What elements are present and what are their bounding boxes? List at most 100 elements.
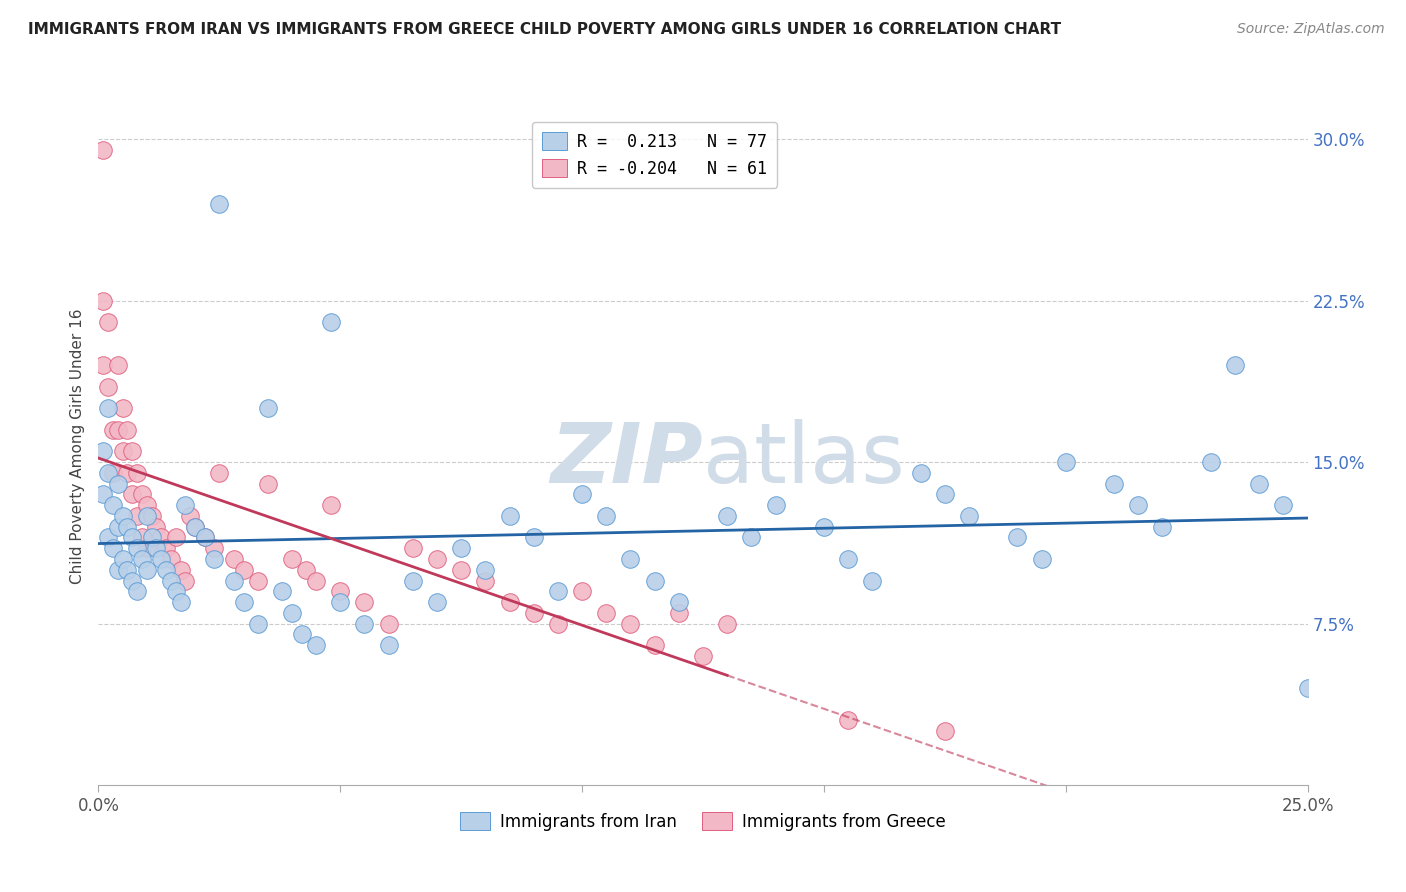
Point <box>97 531 120 545</box>
Point <box>97 466 120 480</box>
Point <box>474 563 496 577</box>
Point <box>1296 681 1319 695</box>
Point <box>860 574 883 588</box>
Point <box>402 541 425 556</box>
Point <box>571 487 593 501</box>
Point <box>523 531 546 545</box>
Text: IMMIGRANTS FROM IRAN VS IMMIGRANTS FROM GREECE CHILD POVERTY AMONG GIRLS UNDER 1: IMMIGRANTS FROM IRAN VS IMMIGRANTS FROM … <box>28 22 1062 37</box>
Point <box>377 616 399 631</box>
Point <box>111 508 134 523</box>
Point <box>319 498 342 512</box>
Point <box>329 584 352 599</box>
Point <box>547 616 569 631</box>
Point <box>498 595 520 609</box>
Point <box>813 519 835 533</box>
Point <box>474 574 496 588</box>
Point <box>1128 498 1150 512</box>
Text: atlas: atlas <box>703 419 904 500</box>
Point <box>160 574 183 588</box>
Legend: Immigrants from Iran, Immigrants from Greece: Immigrants from Iran, Immigrants from Gr… <box>454 805 952 838</box>
Point <box>1272 498 1295 512</box>
Point <box>765 498 787 512</box>
Point <box>426 552 449 566</box>
Point <box>957 508 980 523</box>
Point <box>232 563 254 577</box>
Point <box>910 466 932 480</box>
Point <box>107 423 129 437</box>
Point <box>155 541 177 556</box>
Point <box>91 487 114 501</box>
Point <box>232 595 254 609</box>
Point <box>256 401 278 416</box>
Point <box>145 519 167 533</box>
Point <box>117 563 139 577</box>
Point <box>145 541 167 556</box>
Point <box>1054 455 1077 469</box>
Point <box>160 552 183 566</box>
Point <box>740 531 762 545</box>
Point <box>256 476 278 491</box>
Point <box>127 541 149 556</box>
Point <box>131 531 153 545</box>
Point <box>194 531 217 545</box>
Point <box>141 531 163 545</box>
Point <box>150 531 173 545</box>
Point <box>169 563 191 577</box>
Point <box>107 476 129 491</box>
Point <box>450 563 472 577</box>
Point <box>247 574 270 588</box>
Point <box>271 584 294 599</box>
Point <box>97 315 120 329</box>
Point <box>692 648 714 663</box>
Point <box>1223 359 1246 373</box>
Point <box>668 595 690 609</box>
Point <box>174 574 197 588</box>
Point <box>295 563 318 577</box>
Point <box>426 595 449 609</box>
Point <box>184 519 207 533</box>
Point <box>179 508 201 523</box>
Point <box>222 552 245 566</box>
Point <box>305 574 328 588</box>
Point <box>716 508 738 523</box>
Point <box>155 563 177 577</box>
Point <box>402 574 425 588</box>
Point <box>127 584 149 599</box>
Point <box>184 519 207 533</box>
Point <box>91 293 114 308</box>
Point <box>107 563 129 577</box>
Point <box>101 541 124 556</box>
Point <box>107 359 129 373</box>
Point <box>319 315 342 329</box>
Point <box>150 552 173 566</box>
Point <box>204 541 226 556</box>
Point <box>353 616 375 631</box>
Point <box>111 552 134 566</box>
Point <box>668 606 690 620</box>
Point <box>135 563 157 577</box>
Point <box>208 466 231 480</box>
Point <box>595 508 617 523</box>
Point <box>101 423 124 437</box>
Point <box>1102 476 1125 491</box>
Point <box>837 552 859 566</box>
Point <box>523 606 546 620</box>
Point <box>101 498 124 512</box>
Point <box>101 466 124 480</box>
Point <box>135 498 157 512</box>
Point <box>290 627 312 641</box>
Point <box>91 359 114 373</box>
Point <box>281 606 304 620</box>
Point <box>1249 476 1271 491</box>
Point <box>247 616 270 631</box>
Point <box>934 487 956 501</box>
Point <box>169 595 191 609</box>
Point <box>377 638 399 652</box>
Point <box>135 541 157 556</box>
Point <box>97 401 120 416</box>
Point <box>837 714 859 728</box>
Point <box>121 487 143 501</box>
Point <box>644 638 666 652</box>
Point <box>91 143 114 157</box>
Point <box>222 574 245 588</box>
